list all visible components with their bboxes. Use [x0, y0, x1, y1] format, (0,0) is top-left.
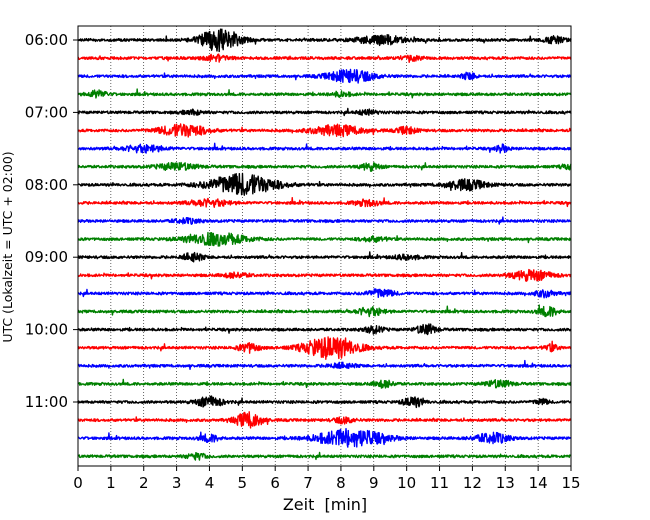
- y-tick-label: 06:00: [25, 31, 68, 49]
- y-axis-label: UTC (Lokalzeit = UTC + 02:00): [0, 151, 15, 342]
- trace-line: [77, 196, 572, 208]
- trace-line: [77, 336, 572, 360]
- y-tick-label: 08:00: [25, 176, 68, 194]
- trace-line: [77, 142, 572, 154]
- y-tick-label: 09:00: [25, 248, 68, 266]
- x-tick-label: 8: [336, 474, 346, 492]
- trace-line: [77, 359, 572, 370]
- y-tick-label: 07:00: [25, 103, 68, 121]
- x-axis-ticks: 0 1 2 3 4 5 6 7 8 9 10 11 12 13 14 15: [73, 466, 581, 492]
- x-tick-label: 11: [430, 474, 449, 492]
- trace-line: [77, 172, 572, 196]
- trace-line: [77, 411, 572, 429]
- seismogram-traces: [77, 28, 572, 461]
- trace-line: [77, 231, 572, 247]
- trace-line: [77, 288, 572, 299]
- x-tick-label: 7: [303, 474, 313, 492]
- trace-line: [77, 123, 572, 138]
- x-tick-label: 13: [496, 474, 515, 492]
- x-tick-label: 1: [106, 474, 116, 492]
- y-axis-ticks: 06:00 07:00 08:00 09:00 10:00 11:00: [25, 31, 78, 411]
- trace-line: [77, 268, 572, 282]
- x-tick-label: 2: [139, 474, 149, 492]
- x-tick-label: 15: [561, 474, 580, 492]
- trace-line: [77, 161, 572, 172]
- x-tick-label: 4: [205, 474, 215, 492]
- trace-line: [77, 427, 572, 448]
- x-tick-label: 14: [529, 474, 548, 492]
- x-tick-label: 9: [369, 474, 379, 492]
- trace-line: [77, 304, 572, 318]
- plot-frame: [77, 25, 572, 467]
- x-tick-label: 6: [270, 474, 280, 492]
- trace-line: [77, 395, 572, 409]
- trace-line: [77, 323, 572, 336]
- x-tick-label: 10: [397, 474, 416, 492]
- trace-line: [77, 68, 572, 84]
- trace-line: [77, 53, 572, 64]
- y-tick-label: 11:00: [25, 393, 68, 411]
- x-tick-label: 0: [73, 474, 83, 492]
- grid-lines: [110, 26, 539, 466]
- trace-line: [77, 107, 572, 117]
- x-axis-label: Zeit [min]: [283, 495, 367, 514]
- trace-line: [77, 378, 572, 389]
- trace-line: [77, 88, 572, 99]
- trace-line: [77, 251, 572, 263]
- trace-line: [77, 451, 572, 461]
- x-tick-label: 12: [463, 474, 482, 492]
- trace-line: [77, 28, 572, 53]
- x-tick-label: 3: [172, 474, 182, 492]
- trace-line: [77, 216, 572, 225]
- y-tick-label: 10:00: [25, 321, 68, 339]
- x-tick-label: 5: [238, 474, 248, 492]
